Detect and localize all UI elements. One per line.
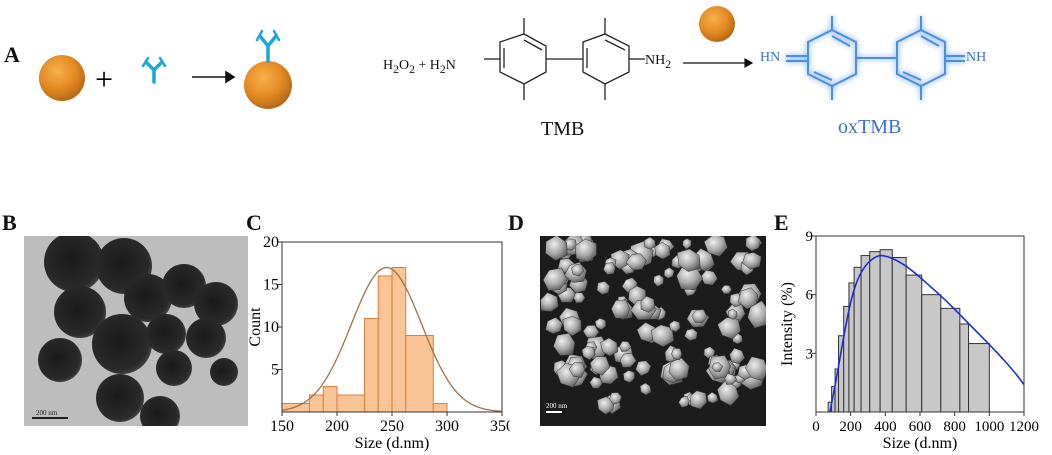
- x-tick-label: 0: [812, 419, 820, 435]
- histogram-bar: [405, 335, 434, 413]
- histogram-bar: [860, 255, 871, 413]
- nh2-label: NH2: [645, 53, 672, 71]
- conjugated-antibody-icon: [255, 29, 281, 63]
- antibody-icon: [141, 56, 167, 84]
- nanoparticle-icon: [39, 55, 85, 101]
- oxtmb-structure: [786, 16, 965, 100]
- histogram-bar: [940, 307, 961, 413]
- y-tick-label: 15: [263, 277, 279, 294]
- x-tick-label: 600: [909, 419, 932, 435]
- histogram-bar: [322, 386, 338, 413]
- y-tick-label: 3: [806, 346, 814, 362]
- histogram-bar: [959, 323, 970, 413]
- panel-label-e: E: [774, 210, 789, 235]
- x-tick-label: 200: [325, 418, 349, 435]
- x-tick-label: 250: [380, 418, 404, 435]
- plus-sign: +: [95, 61, 113, 97]
- oxtmb-label: oxTMB: [838, 116, 902, 138]
- x-axis-label: Size (d.nm): [355, 435, 430, 452]
- histogram-bar: [921, 294, 942, 413]
- tem-scale-label: 200 nm: [36, 409, 58, 417]
- histogram-bar: [879, 249, 893, 413]
- y-tick-label: 10: [263, 319, 279, 336]
- histogram-bar: [364, 318, 379, 413]
- histogram-bar: [281, 403, 310, 413]
- scheme-a: +: [39, 6, 965, 109]
- tmb-label: TMB: [541, 118, 585, 140]
- chart-e: 0 200 400 600 800 1000 1200 3 6 9 Size (d.nm) Inten…: [779, 229, 1039, 452]
- x-tick-label: 400: [874, 419, 897, 435]
- histogram-bar: [968, 343, 990, 413]
- y-tick-label: 9: [806, 229, 814, 245]
- catalyst-nanoparticle-icon: [699, 6, 735, 42]
- panel-label-d: D: [508, 210, 524, 235]
- fit-curve: [829, 254, 1025, 413]
- histogram-bar: [869, 251, 881, 413]
- histogram-bar: [905, 274, 923, 413]
- nh-label: NH: [966, 50, 987, 65]
- y-tick-label: 6: [806, 288, 814, 304]
- y-tick-label: 20: [263, 234, 279, 251]
- sem-micrograph: 200 nm: [540, 236, 766, 426]
- y-axis-label: Intensity (%): [779, 282, 796, 366]
- panel-label-a: A: [4, 42, 20, 67]
- histogram-bar: [891, 257, 907, 413]
- histogram-bar: [432, 403, 448, 413]
- panel-label-b: B: [2, 210, 17, 235]
- x-tick-label: 800: [943, 419, 966, 435]
- hn-label: HN: [760, 50, 781, 65]
- x-tick-label: 350: [490, 418, 510, 435]
- histogram-bar: [377, 275, 393, 413]
- chart-c: 150 200 250 300 350 5 10 15 20 Size (d.nm) Count: [247, 234, 510, 452]
- tmb-structure: [484, 18, 645, 100]
- sem-scale-label: 200 nm: [546, 402, 568, 410]
- y-tick-label: 5: [271, 362, 279, 379]
- x-tick-label: 150: [270, 418, 294, 435]
- x-tick-label: 1000: [974, 419, 1004, 435]
- fit-curve: [281, 266, 503, 412]
- reaction-arrow-icon: [683, 57, 754, 69]
- panel-label-c: C: [246, 210, 262, 235]
- x-tick-label: 200: [839, 419, 862, 435]
- h2o2-h2n-label: H2O2 + H2N: [383, 58, 456, 76]
- x-axis-label: Size (d.nm): [883, 435, 958, 452]
- x-tick-label: 300: [435, 418, 459, 435]
- arrow-icon: [192, 70, 236, 84]
- conjugate-nanoparticle-icon: [244, 61, 292, 109]
- histogram-bar: [391, 267, 407, 413]
- x-tick-label: 1200: [1009, 419, 1039, 435]
- tem-micrograph: 200 nm: [24, 236, 248, 426]
- histogram-bar: [336, 394, 365, 413]
- y-axis-label: Count: [247, 307, 264, 347]
